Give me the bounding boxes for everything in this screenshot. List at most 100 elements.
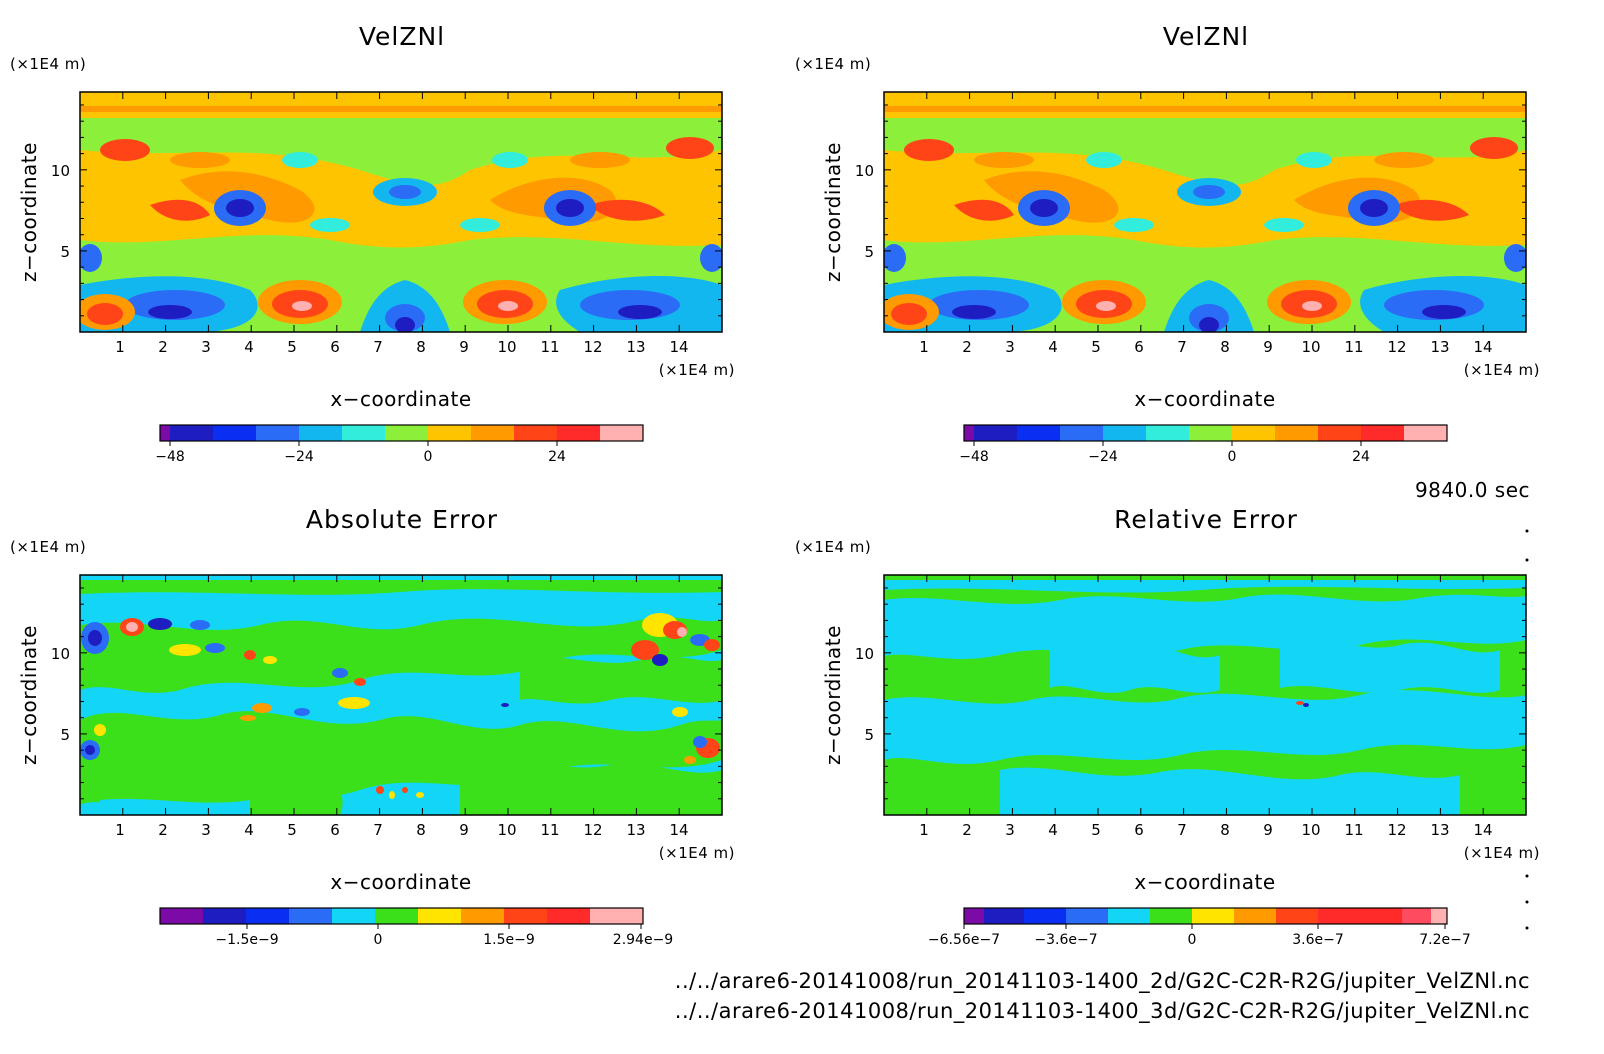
contour-field — [884, 92, 1526, 332]
x-tick-label: 3 — [201, 821, 211, 839]
plot-frame — [883, 91, 1527, 333]
y-tick-label: 5 — [60, 726, 70, 744]
x-tick-marks — [80, 575, 722, 815]
y-unit-label: (×1E4 m) — [795, 538, 871, 556]
x-tick-label: 1 — [115, 338, 125, 356]
x-tick-label: 12 — [583, 338, 602, 356]
x-tick-label: 7 — [373, 338, 383, 356]
x-tick-label: 10 — [497, 338, 516, 356]
x-tick-label: 2 — [158, 821, 168, 839]
colorbar-tick-label: 3.6e−7 — [1292, 932, 1344, 948]
colorbar-tick-label: −1.5e−9 — [215, 932, 278, 948]
x-tick-label: 8 — [416, 338, 426, 356]
colorbar-tick-label: −3.6e−7 — [1034, 932, 1097, 948]
source-file-path-2d: ../../arare6-20141008/run_20141103-1400_… — [675, 969, 1530, 994]
y-tick-label: 10 — [855, 645, 874, 663]
x-tick-label: 8 — [1220, 338, 1230, 356]
contour-field — [884, 575, 1526, 815]
contour-field — [80, 575, 722, 815]
x-tick-label: 3 — [1005, 338, 1015, 356]
y-axis-label: z−coordinate — [821, 625, 845, 765]
x-tick-label: 14 — [1473, 338, 1492, 356]
colorbar: −6.56e−7 −3.6e−7 0 3.6e−7 7.2e−7 — [928, 907, 1471, 948]
x-tick-label: 11 — [1344, 338, 1363, 356]
x-tick-label: 1 — [919, 821, 929, 839]
x-tick-label: 14 — [669, 821, 688, 839]
y-tick-label: 5 — [60, 243, 70, 261]
x-unit-label: (×1E4 m) — [1464, 361, 1540, 379]
x-tick-label: 11 — [540, 821, 559, 839]
colorbar-tick-label: 0 — [374, 932, 383, 948]
y-unit-label: (×1E4 m) — [10, 538, 86, 556]
x-tick-label: 10 — [497, 821, 516, 839]
panel-title: VelZNl — [1163, 22, 1249, 51]
x-tick-label: 2 — [962, 821, 972, 839]
x-tick-label: 1 — [115, 821, 125, 839]
x-tick-label: 11 — [540, 338, 559, 356]
contour-field — [80, 92, 722, 332]
x-tick-label: 9 — [459, 821, 469, 839]
panel-absolute-error: Absolute Error (×1E4 m) — [10, 505, 735, 948]
plot-frame — [79, 574, 723, 816]
colorbar: −48 −24 0 24 — [959, 424, 1448, 465]
x-tick-label: 9 — [1263, 821, 1273, 839]
x-tick-label: 4 — [244, 338, 254, 356]
x-tick-label: 6 — [1134, 821, 1144, 839]
colorbar-tick-label: 0 — [1228, 449, 1237, 465]
x-tick-label: 3 — [201, 338, 211, 356]
colorbar: −48 −24 0 24 — [155, 424, 644, 465]
x-tick-label: 12 — [1387, 821, 1406, 839]
x-tick-marks — [884, 92, 1526, 332]
x-tick-label: 4 — [1048, 821, 1058, 839]
x-tick-marks — [80, 92, 722, 332]
x-tick-label: 1 — [919, 338, 929, 356]
x-tick-label: 9 — [1263, 338, 1273, 356]
y-tick-label: 5 — [864, 726, 874, 744]
y-axis-label: z−coordinate — [17, 625, 41, 765]
panel-title: VelZNl — [359, 22, 445, 51]
colorbar-tick-label: −48 — [959, 449, 989, 465]
colorbar-tick-label: 24 — [1352, 449, 1370, 465]
x-tick-label: 5 — [287, 821, 297, 839]
x-tick-label: 4 — [244, 821, 254, 839]
panel-velznl-2d: VelZNl (×1E4 m) — [10, 22, 735, 465]
colorbar-tick-label: 24 — [548, 449, 566, 465]
x-tick-label: 6 — [1134, 338, 1144, 356]
x-tick-label: 2 — [962, 338, 972, 356]
x-tick-label: 6 — [330, 338, 340, 356]
x-axis-label: x−coordinate — [1134, 870, 1275, 894]
colorbar: −1.5e−9 0 1.5e−9 2.94e−9 — [159, 907, 673, 948]
colorbar-tick-label: −6.56e−7 — [928, 932, 1000, 948]
x-tick-label: 14 — [669, 338, 688, 356]
colorbar-tick-label: 7.2e−7 — [1419, 932, 1471, 948]
source-file-path-3d: ../../arare6-20141008/run_20141103-1400_… — [675, 999, 1530, 1024]
x-tick-label: 8 — [1220, 821, 1230, 839]
x-tick-label: 5 — [1091, 338, 1101, 356]
colorbar-tick-label: 0 — [1188, 932, 1197, 948]
y-tick-label: 5 — [864, 243, 874, 261]
colorbar-tick-label: 0 — [424, 449, 433, 465]
x-tick-label: 13 — [626, 821, 645, 839]
x-axis-label: x−coordinate — [330, 870, 471, 894]
x-unit-label: (×1E4 m) — [659, 361, 735, 379]
x-tick-label: 6 — [330, 821, 340, 839]
x-tick-label: 9 — [459, 338, 469, 356]
colorbar-tick-label: −24 — [284, 449, 314, 465]
x-tick-label: 8 — [416, 821, 426, 839]
x-tick-label: 12 — [1387, 338, 1406, 356]
x-axis-label: x−coordinate — [330, 387, 471, 411]
x-tick-label: 7 — [1177, 338, 1187, 356]
margin-dots — [1525, 529, 1529, 930]
panel-relative-error: Relative Error (×1E4 m) 1 2 3 4 5 6 7 8 … — [795, 505, 1540, 948]
y-unit-label: (×1E4 m) — [10, 55, 86, 73]
x-tick-label: 10 — [1301, 821, 1320, 839]
x-tick-label: 5 — [287, 338, 297, 356]
panel-velznl-3d: VelZNl (×1E4 m) — [795, 22, 1540, 465]
y-tick-label: 10 — [51, 645, 70, 663]
x-unit-label: (×1E4 m) — [659, 844, 735, 862]
x-tick-label: 12 — [583, 821, 602, 839]
y-tick-label: 10 — [855, 162, 874, 180]
colorbar-tick-label: −48 — [155, 449, 185, 465]
x-tick-label: 7 — [1177, 821, 1187, 839]
